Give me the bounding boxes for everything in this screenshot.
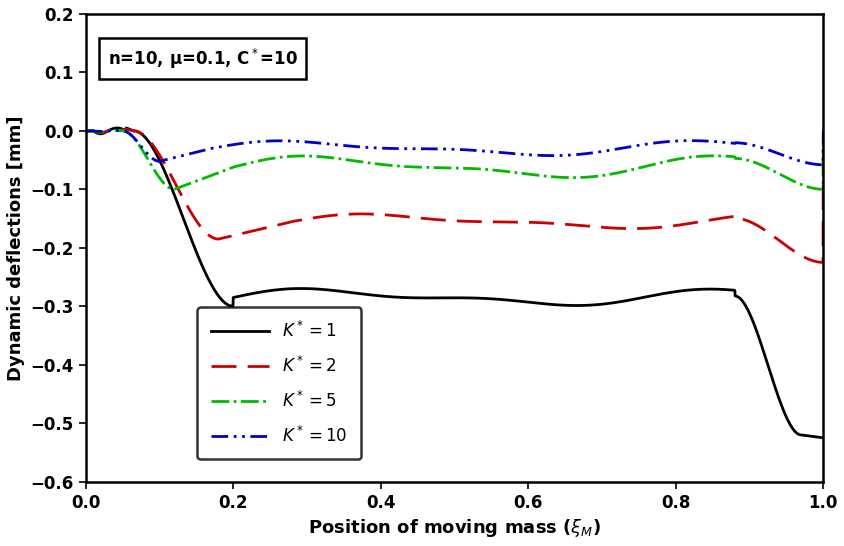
Legend: $K^*=1$, $K^*=2$, $K^*=5$, $K^*=10$: $K^*=1$, $K^*=2$, $K^*=5$, $K^*=10$ [197,307,360,459]
$K^*=1$ [112,124,122,131]
$K^*=5$ [797,182,807,188]
$K^*=1$ [118,126,128,133]
$K^*=2$ [817,128,827,134]
$K^*=2$ [118,127,128,133]
$K^*=5$ [80,128,90,134]
$K^*=10$ [817,128,827,134]
$K^*=5$ [661,158,671,164]
X-axis label: Position of moving mass ($\xi_M$): Position of moving mass ($\xi_M$) [307,517,600,539]
$K^*=10$ [661,138,671,145]
$K^*=10$ [796,158,806,165]
$K^*=5$ [817,186,827,193]
$K^*=10$ [817,162,827,168]
$K^*=10$ [797,158,807,165]
$K^*=10$ [118,128,128,134]
$K^*=2$ [796,253,806,259]
$K^*=5$ [796,181,806,188]
$K^*=2$ [661,223,671,230]
Line: $K^*=5$: $K^*=5$ [85,130,822,189]
$K^*=2$ [439,217,449,223]
$K^*=10$ [80,128,90,134]
Line: $K^*=10$: $K^*=10$ [85,130,822,165]
$K^*=10$ [110,127,120,134]
$K^*=5$ [439,164,449,171]
$K^*=5$ [110,127,120,134]
$K^*=2$ [80,128,90,134]
$K^*=1$ [817,435,827,441]
$K^*=1$ [661,290,671,296]
Text: n=10, μ=0.1, C$^*$=10: n=10, μ=0.1, C$^*$=10 [108,47,298,71]
$K^*=1$ [439,295,449,301]
$K^*=5$ [419,164,430,171]
$K^*=1$ [797,432,807,438]
Y-axis label: Dynamic deflections [mm]: Dynamic deflections [mm] [7,115,25,381]
$K^*=10$ [419,146,430,152]
$K^*=2$ [112,126,122,132]
Line: $K^*=1$: $K^*=1$ [85,128,822,438]
$K^*=2$ [797,253,807,259]
$K^*=2$ [419,215,430,222]
$K^*=1$ [80,128,90,134]
$K^*=2$ [817,259,827,266]
$K^*=5$ [118,128,128,134]
$K^*=1$ [419,295,430,301]
$K^*=1$ [796,432,806,438]
$K^*=5$ [817,128,827,134]
Line: $K^*=2$: $K^*=2$ [85,129,822,263]
$K^*=10$ [439,146,449,152]
